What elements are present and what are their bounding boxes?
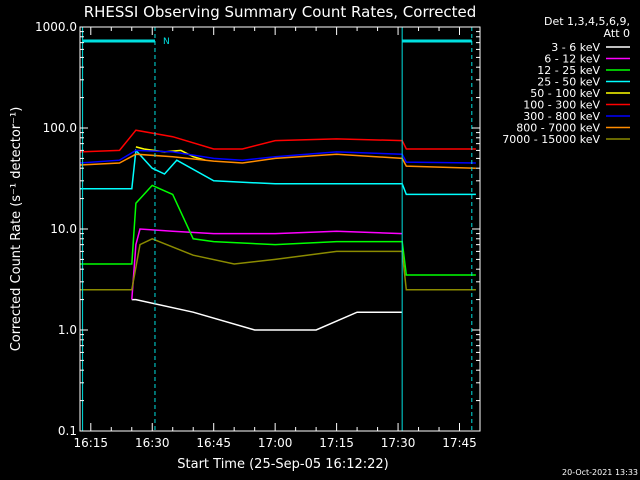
footer-timestamp: 20-Oct-2021 13:33 bbox=[562, 468, 638, 477]
x-tick-label-2: 16:45 bbox=[196, 436, 231, 450]
legend-label-8: 7000 - 15000 keV bbox=[502, 133, 600, 146]
legend-label-7: 800 - 7000 keV bbox=[516, 122, 600, 135]
legend-header-line-1: Det 1,3,4,5,6,9, bbox=[544, 15, 630, 28]
y-tick-label-1: 1.0 bbox=[58, 323, 77, 337]
y-axis-label: Corrected Count Rate (s⁻¹ detector⁻¹) bbox=[9, 107, 24, 352]
y-tick-label-3: 100.0 bbox=[43, 121, 77, 135]
x-tick-label-4: 17:15 bbox=[319, 436, 354, 450]
legend-label-5: 100 - 300 keV bbox=[523, 99, 600, 112]
y-tick-label-4: 1000.0 bbox=[35, 20, 77, 34]
series-line-8 bbox=[80, 237, 476, 291]
x-tick-label-1: 16:30 bbox=[135, 436, 170, 450]
x-tick-label-3: 17:00 bbox=[258, 436, 293, 450]
series-line-2 bbox=[80, 184, 476, 276]
legend-label-2: 12 - 25 keV bbox=[537, 64, 600, 77]
legend-label-3: 25 - 50 keV bbox=[537, 76, 600, 89]
series-line-1 bbox=[131, 228, 403, 300]
legend-label-6: 300 - 800 keV bbox=[523, 110, 600, 123]
y-axis: 0.1 1.0 10.0 100.0 1000.0 bbox=[35, 20, 480, 438]
x-tick-label-6: 17:45 bbox=[442, 436, 477, 450]
legend-label-4: 50 - 100 keV bbox=[530, 87, 600, 100]
marker-annotation: N bbox=[163, 37, 170, 47]
x-tick-label-5: 17:30 bbox=[381, 436, 416, 450]
y-tick-label-0: 0.1 bbox=[58, 424, 77, 438]
series-line-0 bbox=[131, 298, 403, 331]
x-axis: 16:15 16:30 16:45 17:00 17:15 17:30 17:45 bbox=[73, 27, 481, 450]
series-line-5 bbox=[79, 129, 476, 153]
series-line-7 bbox=[79, 153, 476, 169]
series-line-3 bbox=[80, 148, 476, 196]
legend-label-0: 3 - 6 keV bbox=[551, 41, 600, 54]
x-tick-label-0: 16:15 bbox=[73, 436, 108, 450]
x-axis-label: Start Time (25-Sep-05 16:12:22) bbox=[177, 457, 388, 472]
y-tick-label-2: 10.0 bbox=[50, 222, 77, 236]
legend-label-1: 6 - 12 keV bbox=[544, 53, 600, 66]
series-line-6 bbox=[79, 149, 476, 164]
series-layer bbox=[79, 129, 476, 331]
legend-header-line-2: Att 0 bbox=[604, 27, 630, 40]
chart-title: RHESSI Observing Summary Count Rates, Co… bbox=[84, 3, 477, 21]
